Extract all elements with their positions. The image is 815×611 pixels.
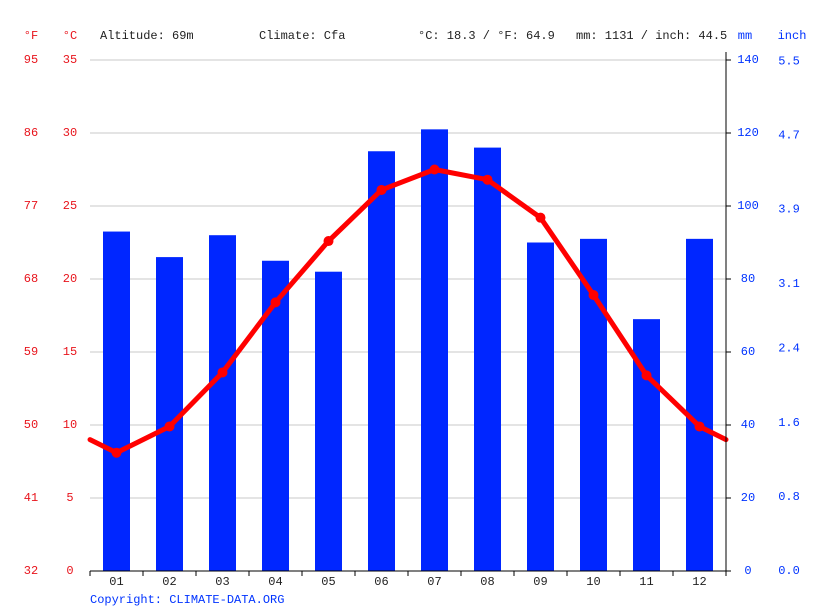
inch-tick-label: 4.7 — [778, 128, 800, 142]
bar — [686, 238, 713, 571]
climate: Climate: Cfa — [259, 29, 345, 43]
f-unit: °F — [24, 29, 38, 43]
y-tick-label: 20 — [63, 272, 77, 286]
y2-tick-label: 40 — [741, 418, 755, 432]
x-tick-label: 05 — [321, 575, 335, 589]
inch-tick-label: 5.5 — [778, 54, 800, 68]
x-tick-label: 09 — [533, 575, 547, 589]
y-tick-label: 5 — [66, 491, 73, 505]
mm-unit: mm — [738, 29, 752, 43]
bar — [421, 129, 448, 571]
temp-point — [376, 184, 387, 195]
x-tick-label: 10 — [586, 575, 600, 589]
y2-tick-label: 80 — [741, 272, 755, 286]
x-tick-label: 03 — [215, 575, 229, 589]
f-tick-label: 95 — [24, 53, 38, 67]
temp-point — [217, 367, 228, 378]
x-tick-label: 06 — [374, 575, 388, 589]
temp-point — [641, 370, 652, 381]
bar — [368, 151, 395, 571]
temp-point — [164, 421, 175, 432]
y2-tick-label: 140 — [737, 53, 759, 67]
f-tick-label: 59 — [24, 345, 38, 359]
x-tick-label: 01 — [109, 575, 123, 589]
f-tick-label: 68 — [24, 272, 38, 286]
y-tick-label: 15 — [63, 345, 77, 359]
bar — [580, 238, 607, 571]
inch-tick-label: 0.0 — [778, 564, 800, 578]
altitude: Altitude: 69m — [100, 29, 194, 43]
y2-tick-label: 0 — [744, 564, 751, 578]
f-tick-label: 50 — [24, 418, 38, 432]
inch-tick-label: 3.1 — [778, 277, 800, 291]
bar — [315, 271, 342, 571]
f-tick-label: 77 — [24, 199, 38, 213]
temp-point — [482, 174, 493, 185]
x-tick-label: 12 — [692, 575, 706, 589]
inch-tick-label: 3.9 — [778, 203, 800, 217]
temp-point — [694, 421, 705, 432]
f-tick-label: 32 — [24, 564, 38, 578]
bar — [527, 242, 554, 571]
y-tick-label: 25 — [63, 199, 77, 213]
x-tick-label: 11 — [639, 575, 653, 589]
precip-total: mm: 1131 / inch: 44.5 — [576, 29, 727, 43]
inch-tick-label: 1.6 — [778, 416, 800, 430]
copyright: Copyright: CLIMATE-DATA.ORG — [90, 593, 284, 607]
temp-point — [588, 290, 599, 301]
bar — [103, 231, 130, 572]
temp-point — [323, 236, 334, 247]
y2-tick-label: 60 — [741, 345, 755, 359]
temp-point — [270, 297, 281, 308]
y2-tick-label: 20 — [741, 491, 755, 505]
y-tick-label: 10 — [63, 418, 77, 432]
f-tick-label: 41 — [24, 491, 38, 505]
f-tick-label: 86 — [24, 126, 38, 140]
bar — [474, 147, 501, 571]
temp-point — [111, 447, 122, 458]
c-unit: °C — [63, 29, 77, 43]
y2-tick-label: 120 — [737, 126, 759, 140]
inch-tick-label: 2.4 — [778, 342, 800, 356]
inch-tick-label: 0.8 — [778, 490, 800, 504]
temp-point — [429, 164, 440, 175]
temp-line — [115, 167, 702, 455]
x-tick-label: 04 — [268, 575, 282, 589]
temp-point — [535, 212, 546, 223]
x-tick-label: 02 — [162, 575, 176, 589]
x-tick-label: 07 — [427, 575, 441, 589]
y-tick-label: 30 — [63, 126, 77, 140]
bar — [209, 235, 236, 571]
y2-tick-label: 100 — [737, 199, 759, 213]
inch-unit: inch — [778, 29, 807, 43]
temp-average: °C: 18.3 / °F: 64.9 — [418, 29, 555, 43]
y-tick-label: 0 — [66, 564, 73, 578]
x-tick-label: 08 — [480, 575, 494, 589]
y-tick-label: 35 — [63, 53, 77, 67]
